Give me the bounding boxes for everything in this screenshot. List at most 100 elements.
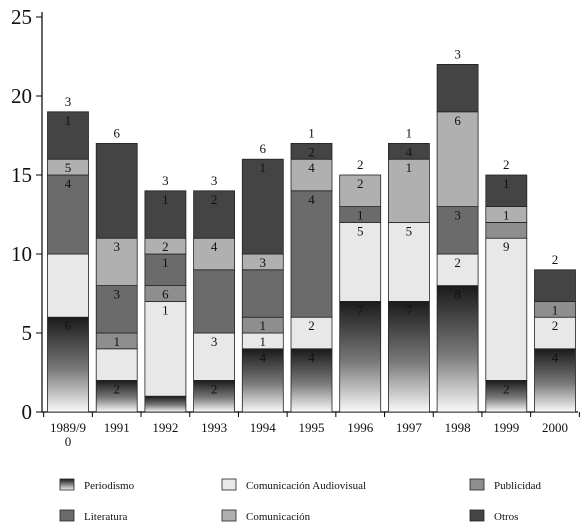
data-label: 2	[454, 255, 461, 270]
data-label: 1	[552, 302, 559, 317]
legend-label: Comunicación	[246, 511, 311, 523]
total-label: 6	[260, 141, 267, 156]
data-label: 3	[454, 208, 461, 223]
data-label: 4	[308, 350, 315, 365]
x-tick-label: 1998	[445, 420, 471, 435]
total-label: 1	[308, 125, 315, 140]
bar-segment-otros	[436, 64, 479, 113]
bar-segment-publicidad	[485, 221, 528, 239]
data-label: 5	[65, 160, 72, 175]
data-label: 4	[406, 144, 413, 159]
x-tick-label: 1994	[250, 420, 277, 435]
total-label: 2	[552, 252, 559, 267]
legend: Periodismo Comunicación Audiovisual Public…	[59, 478, 542, 523]
data-label: 9	[503, 239, 510, 254]
total-label: 3	[65, 94, 72, 109]
bar-segment-periodismo	[436, 285, 479, 413]
bar-segment-comunicacion	[95, 237, 138, 286]
bar-segment-comunicacion-audiovisual	[290, 316, 333, 350]
data-label: 6	[162, 287, 169, 302]
data-label: 3	[260, 255, 267, 270]
data-label: 1	[65, 113, 72, 128]
data-label: 2	[162, 239, 169, 254]
data-label: 4	[260, 350, 267, 365]
bar-segment-comunicacion-audiovisual	[47, 253, 89, 318]
bar-segment-literatura	[436, 206, 479, 255]
data-label: 1	[260, 318, 267, 333]
y-tick-label: 20	[11, 84, 32, 108]
data-label: 1	[162, 302, 169, 317]
bar-segment-otros	[290, 142, 333, 160]
legend-label: Periodismo	[84, 480, 135, 492]
data-label: 5	[357, 223, 364, 238]
x-tick-label: 1995	[299, 420, 325, 435]
bar-segment-comunicacion	[339, 174, 382, 208]
data-label: 4	[308, 192, 315, 207]
bar-segment-literatura	[47, 174, 89, 255]
bar-segment-comunicacion	[290, 158, 333, 192]
x-tick-label: 1993	[201, 420, 227, 435]
data-label: 1	[357, 208, 364, 223]
bar-segment-comunicacion-audiovisual	[193, 332, 236, 381]
bar-segment-periodismo	[193, 379, 236, 413]
data-label: 4	[65, 176, 72, 191]
data-label: 3	[211, 334, 218, 349]
legend-label: Publicidad	[494, 480, 542, 492]
total-label: 2	[357, 157, 364, 172]
bar-segment-literatura	[290, 190, 333, 318]
bar-segment-periodismo	[534, 348, 576, 413]
data-label: 2	[357, 176, 364, 191]
data-label: 1	[503, 176, 510, 191]
legend-label: Comunicación Audiovisual	[246, 480, 366, 492]
total-label: 1	[406, 125, 413, 140]
x-tick-label: 1991	[104, 420, 130, 435]
data-label: 1	[503, 208, 510, 223]
bar-segment-comunicacion-audiovisual	[95, 348, 138, 381]
bar-segment-comunicacion	[193, 237, 236, 271]
bar-segment-periodismo	[144, 395, 187, 413]
legend-label: Literatura	[84, 511, 127, 523]
legend-swatch	[469, 509, 485, 522]
y-tick-label: 5	[22, 321, 33, 345]
data-label: 6	[65, 318, 72, 333]
bar-segment-comunicacion	[387, 158, 430, 223]
bar-segment-comunicacion-audiovisual	[436, 253, 479, 287]
legend-swatch	[59, 509, 75, 522]
total-label: 2	[503, 157, 510, 172]
data-label: 3	[113, 287, 120, 302]
y-tick-label: 0	[22, 400, 33, 424]
data-label: 2	[211, 192, 218, 207]
x-tick-label: 1999	[493, 420, 519, 435]
bar-segment-periodismo	[339, 300, 382, 413]
data-label: 8	[454, 287, 461, 302]
legend-swatch	[469, 478, 485, 491]
bar-segment-literatura	[95, 285, 138, 334]
bar-segment-otros	[241, 158, 284, 255]
legend-swatch	[59, 478, 75, 491]
y-tick-label: 15	[11, 163, 32, 187]
data-label: 2	[113, 381, 120, 396]
legend-label: Otros	[494, 511, 518, 523]
x-tick-label: 1989/9	[50, 420, 86, 435]
bars	[47, 64, 576, 413]
bar-segment-otros	[534, 269, 576, 302]
bar-segment-comunicacion-audiovisual	[534, 316, 576, 350]
data-label: 2	[308, 144, 315, 159]
bar-segment-comunicacion-audiovisual	[485, 237, 528, 381]
data-label: 1	[162, 255, 169, 270]
total-label: 6	[113, 125, 120, 140]
bar-segment-periodismo	[47, 316, 89, 413]
y-tick-label: 25	[11, 5, 32, 29]
data-label: 1	[162, 192, 169, 207]
bar-segment-otros	[485, 174, 528, 208]
data-label: 1	[406, 160, 413, 175]
total-label: 3	[211, 173, 218, 188]
x-tick-label: 1992	[152, 420, 178, 435]
bar-segment-literatura	[193, 269, 236, 334]
data-label: 5	[406, 223, 413, 238]
legend-swatch	[221, 478, 237, 491]
x-tick-label: 1996	[347, 420, 374, 435]
data-label: 1	[113, 334, 120, 349]
bar-segment-periodismo	[290, 348, 333, 413]
